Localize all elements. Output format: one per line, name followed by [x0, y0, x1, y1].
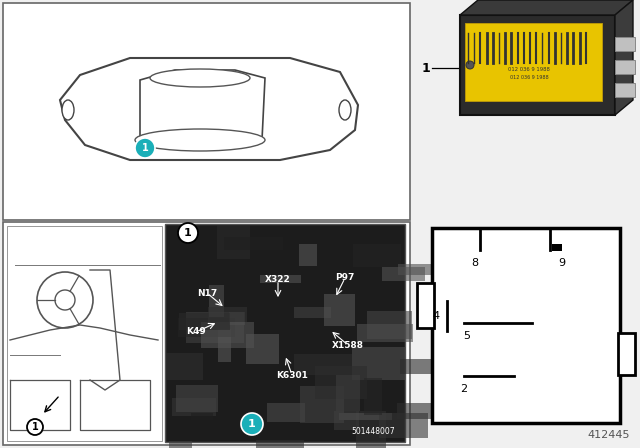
Bar	[294, 354, 352, 375]
Bar	[367, 311, 412, 339]
Ellipse shape	[150, 69, 250, 87]
Bar	[315, 366, 367, 399]
Text: 8: 8	[472, 258, 479, 268]
Bar	[398, 264, 435, 275]
Bar	[165, 224, 405, 442]
Bar	[217, 225, 250, 259]
Bar	[208, 307, 247, 322]
Bar	[397, 403, 455, 419]
Ellipse shape	[62, 100, 74, 120]
Bar	[201, 322, 254, 348]
Bar	[256, 440, 304, 448]
Bar	[191, 413, 213, 420]
Text: K49: K49	[186, 327, 206, 336]
Bar	[169, 441, 192, 448]
Bar	[260, 275, 301, 283]
Bar	[7, 226, 162, 441]
Bar	[615, 83, 635, 97]
Text: P97: P97	[335, 273, 355, 283]
Text: 1: 1	[184, 228, 192, 238]
Bar	[218, 329, 231, 362]
Circle shape	[27, 419, 43, 435]
Bar	[382, 267, 425, 281]
Bar	[615, 37, 635, 51]
Bar	[400, 359, 433, 374]
Bar	[186, 312, 244, 343]
Ellipse shape	[339, 100, 351, 120]
Bar	[172, 398, 216, 416]
Text: 1: 1	[141, 143, 148, 153]
Bar	[246, 334, 279, 364]
Text: 5: 5	[463, 331, 470, 341]
Bar	[352, 347, 406, 380]
Text: 412445: 412445	[588, 430, 630, 440]
Bar	[324, 294, 355, 326]
Text: 2: 2	[460, 384, 468, 394]
Bar	[3, 222, 410, 445]
Text: 012 036 9 1988: 012 036 9 1988	[509, 75, 548, 80]
Circle shape	[135, 138, 155, 158]
Text: K6301: K6301	[276, 370, 308, 379]
Bar	[3, 3, 410, 220]
Bar	[179, 313, 230, 330]
Bar	[618, 333, 635, 375]
Bar	[267, 403, 305, 422]
Bar	[294, 307, 331, 318]
Text: 1: 1	[248, 419, 256, 429]
Ellipse shape	[135, 129, 265, 151]
Bar	[166, 353, 203, 380]
Text: 501448007: 501448007	[351, 427, 395, 436]
Bar	[176, 385, 218, 412]
Text: N17: N17	[197, 289, 217, 297]
Text: 9: 9	[558, 258, 565, 268]
FancyBboxPatch shape	[460, 15, 615, 115]
Polygon shape	[60, 58, 358, 160]
Bar	[552, 244, 562, 251]
Text: 4: 4	[433, 311, 440, 321]
Bar	[432, 228, 620, 423]
Text: 1: 1	[31, 422, 38, 432]
Bar	[353, 244, 401, 267]
Bar	[615, 60, 635, 74]
Bar	[334, 411, 359, 430]
Bar	[357, 324, 413, 342]
Bar	[229, 312, 245, 325]
Bar	[178, 318, 235, 337]
Bar	[300, 386, 344, 423]
Bar	[417, 283, 434, 328]
Bar	[224, 237, 283, 250]
Bar	[364, 378, 382, 415]
Bar	[299, 244, 317, 266]
Text: X1588: X1588	[332, 340, 364, 349]
Bar	[339, 413, 392, 420]
Text: X322: X322	[265, 276, 291, 284]
Polygon shape	[140, 70, 265, 148]
Circle shape	[466, 61, 474, 69]
Polygon shape	[615, 0, 633, 115]
Bar	[465, 23, 602, 101]
Bar	[209, 285, 224, 317]
Bar	[356, 411, 386, 448]
Circle shape	[241, 413, 263, 435]
Bar	[214, 327, 227, 333]
Text: 012 036 9 1988: 012 036 9 1988	[508, 67, 550, 72]
Circle shape	[178, 223, 198, 243]
Bar	[379, 413, 428, 438]
Text: 1: 1	[421, 61, 430, 74]
Polygon shape	[460, 0, 633, 15]
Bar	[336, 375, 360, 411]
